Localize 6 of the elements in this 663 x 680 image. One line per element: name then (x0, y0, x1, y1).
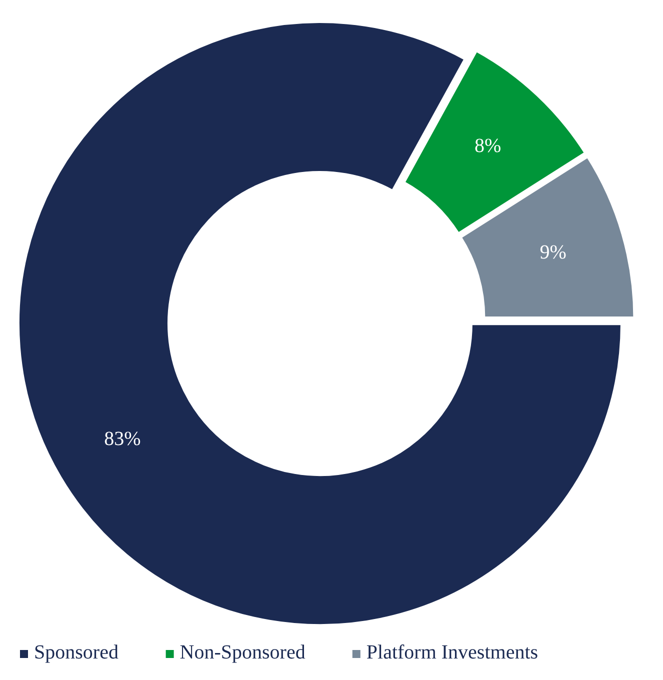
legend-label: Sponsored (34, 642, 118, 664)
legend-label: Platform Investments (366, 642, 538, 664)
data-label: 8% (474, 135, 502, 158)
data-label: 9% (540, 242, 566, 264)
legend-label: Non-Sponsored (180, 642, 306, 664)
data-label: 83% (104, 428, 141, 450)
